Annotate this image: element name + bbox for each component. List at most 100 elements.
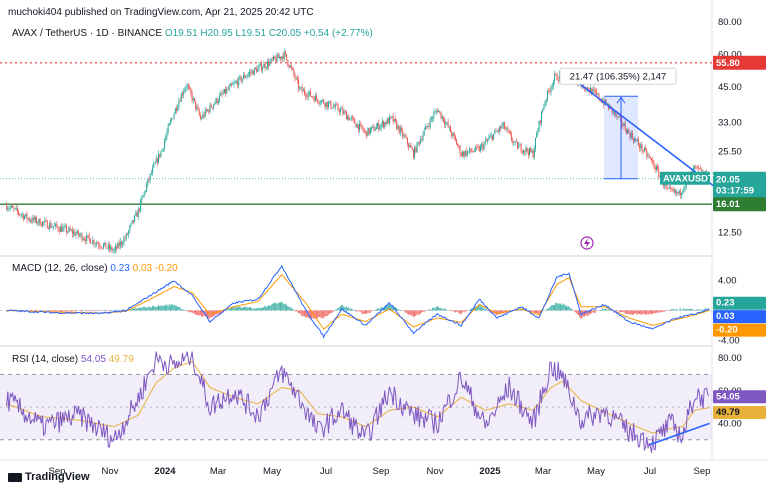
macd-histogram-bar [345,306,347,311]
candle-body [34,217,36,221]
candle-body [240,76,242,82]
macd-histogram-bar [455,310,457,312]
candle-body [205,109,207,111]
macd-histogram-bar [165,304,167,311]
macd-histogram-bar [196,310,198,315]
candle-body [104,242,106,245]
drawing-overlay[interactable]: 21.47 (106.35%) 2,147 AVAXUSDT [559,67,714,250]
macd-histogram-bar [477,305,479,311]
macd-histogram-bar [128,308,130,311]
macd-histogram-bar [183,309,185,311]
macd-histogram-bar [149,307,151,311]
macd-line[interactable] [6,264,710,339]
candle-body [427,126,429,128]
macd-histogram-bar [621,310,623,313]
candle-body [682,191,684,193]
candle-body [432,118,434,119]
macd-histogram-bar [570,308,572,311]
macd-histogram-bar [683,308,685,311]
candle-body [220,93,222,96]
macd-histogram-bar [318,310,320,318]
candle-body [294,74,296,79]
candle-body [411,147,413,150]
candle-body [680,192,682,196]
macd-histogram-bar [694,309,696,311]
candle-body [586,87,588,90]
macd-histogram-bar [250,307,252,311]
candle-body [439,110,441,112]
candle-body [36,217,38,224]
macd-histogram-bar [354,309,356,311]
macd-histogram-bar [198,310,200,316]
macd-histogram-bar [545,309,547,311]
macd-histogram-bar [499,310,500,314]
price-axis-tick: 45.00 [718,82,742,93]
macd-pane[interactable] [0,264,712,339]
rsi-pane[interactable] [6,351,710,453]
macd-histogram-bar [464,310,466,313]
rsi-divergence-line[interactable] [649,422,710,446]
macd-histogram-bar [659,310,661,313]
candle-body [260,63,262,71]
candle-body [271,58,273,60]
macd-histogram-bar [245,306,247,311]
candle-body [696,166,698,167]
candle-body [296,77,298,80]
macd-signal-line[interactable] [6,273,710,330]
measure-label: 21.47 (106.35%) 2,147 [570,71,667,82]
rsi-ma-line[interactable] [6,360,710,434]
candle-body [617,116,619,117]
candle-body [232,84,234,85]
candle-body [677,191,679,194]
candle-body [310,91,312,97]
macd-histogram-bar [678,309,680,311]
macd-histogram-bar [295,310,297,312]
candle-body [105,242,107,249]
candle-body [162,148,164,150]
macd-histogram-bar [379,308,381,311]
candle-body [402,129,404,137]
candle-body [470,148,472,152]
macd-histogram-bar [414,310,416,317]
macd-histogram-bar [397,309,399,311]
candle-body [678,190,680,194]
macd-histogram-bar [220,310,222,314]
candle-body [459,146,461,155]
rsi-line[interactable] [6,351,710,453]
macd-histogram-bar [703,309,705,311]
candle-body [287,59,289,66]
price-pane[interactable] [0,48,737,254]
candle-body [74,231,76,236]
macd-histogram-bar [684,309,686,311]
candle-body [10,205,12,208]
candle-body [161,149,163,152]
macd-histogram-bar [148,306,150,311]
candle-body [234,82,236,84]
macd-histogram-bar [325,310,327,317]
candle-body [342,108,344,114]
macd-histogram-bar [639,310,641,314]
macd-histogram-bar [564,305,566,311]
macd-histogram-bar [457,310,459,312]
candle-body [446,122,448,123]
candle-body [189,87,191,89]
macd-histogram-bar [563,304,565,311]
candle-body [551,86,553,88]
candle-body [298,79,300,89]
macd-histogram-bar [342,305,344,311]
candle-body [281,56,283,59]
candle-body [142,195,144,198]
macd-histogram-bar [642,310,644,314]
macd-histogram-bar [157,305,159,311]
macd-histogram-bar [239,306,241,311]
candle-body [442,116,444,122]
candle-body [485,140,487,142]
candle-body [26,213,28,220]
macd-histogram-bar [507,310,509,312]
candle-body [343,111,345,114]
macd-histogram-bar [88,310,90,312]
candle-body [59,226,61,232]
event-bolt-icon[interactable] [580,236,594,250]
macd-histogram-bar [344,307,346,311]
